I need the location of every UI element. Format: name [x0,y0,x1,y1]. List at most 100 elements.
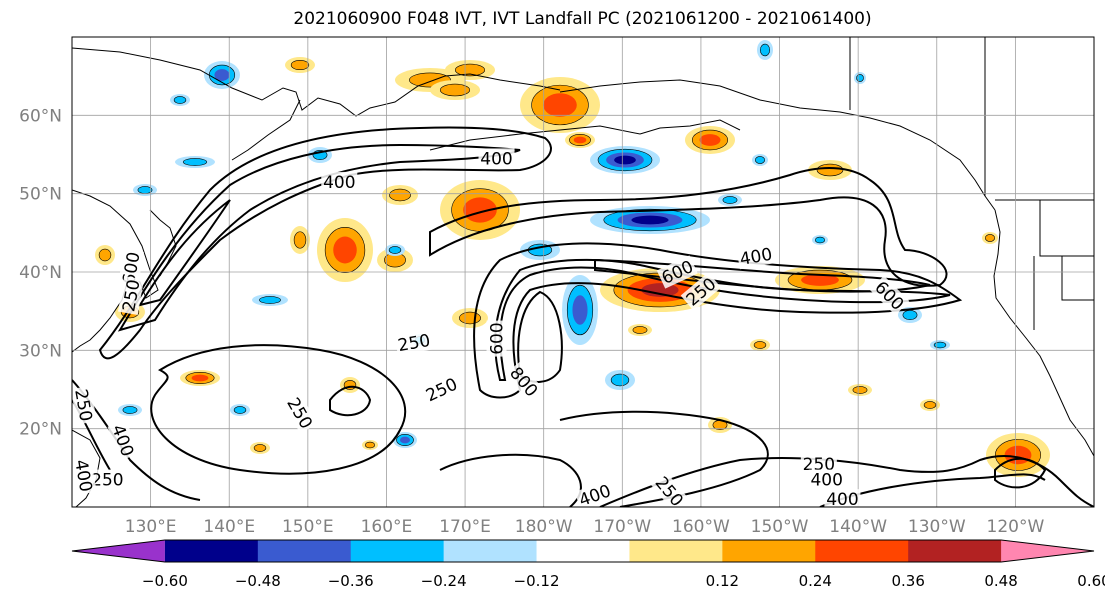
colorbar-segment [722,540,816,562]
y-tick-label: 40°N [19,263,62,283]
shading-region [122,406,138,414]
colorbar-tick-label: 0.36 [891,572,924,590]
y-tick-label: 30°N [19,341,62,361]
colorbar-tick-label: −0.24 [421,572,467,590]
shading-region [816,163,844,177]
shading-region [801,274,839,286]
contour-label: 400 [321,171,358,193]
shading-region [753,341,767,349]
svg-text:400: 400 [323,173,355,193]
shading-region [923,401,937,409]
shading-region [233,406,247,414]
colorbar-tick-label: 0.12 [706,572,739,590]
shading-region [137,186,153,194]
svg-text:250: 250 [91,471,123,491]
colorbar-segment [72,540,165,562]
shading-region [173,96,187,104]
colorbar-segment [629,540,723,562]
colorbar-segment [164,540,259,562]
x-tick-label: 160°E [361,517,413,537]
colorbar-segment [350,540,445,562]
x-tick-label: 150°E [282,517,334,537]
svg-text:400: 400 [810,471,842,491]
svg-text:250: 250 [70,388,95,423]
shading-region [290,59,310,71]
shading-region [856,74,864,82]
colorbar-tick-label: 0.24 [799,572,832,590]
contour-label: 250 [650,471,689,507]
contour-label: 400 [808,469,845,491]
shading-region [573,136,587,144]
contour-label: 400 [70,456,97,496]
shading-region [399,436,411,444]
shading-region [214,69,230,81]
shading-region [722,196,738,204]
colorbar-tick-label: −0.36 [328,572,374,590]
shading-region [191,374,209,382]
contour-label: 250 [420,372,463,406]
shading-region [984,234,996,242]
svg-text:600: 600 [488,322,508,354]
colorbar-tick-label: −0.60 [142,572,188,590]
shading-region [754,156,766,164]
map-frame [71,36,1095,508]
contour-label: 400 [478,148,515,169]
shading-region [293,231,307,249]
shading-region [572,295,588,325]
shading-region [364,441,376,449]
shading-region [632,326,648,334]
svg-text:400: 400 [826,490,858,510]
y-tick-label: 50°N [19,185,62,205]
shading-region [543,93,577,117]
y-tick-label: 20°N [19,420,62,440]
x-tick-label: 130°E [125,517,177,537]
x-tick-label: 170°W [593,517,651,537]
contour-label: 250 [89,469,126,491]
x-tick-label: 140°E [203,517,255,537]
y-axis-tick-labels: 20°N 30°N 40°N 50°N 60°N [19,106,62,439]
shading-region [454,63,486,77]
y-tick-label: 60°N [19,106,62,126]
ivt-contours [72,126,1094,507]
coastlines [72,37,1094,507]
shading-region [759,43,771,57]
shading-region [814,236,826,244]
shading-region [614,155,636,165]
colorbar-tick-label: 0.48 [984,572,1017,590]
shading-region [610,373,630,387]
x-tick-label: 180°W [515,517,573,537]
x-tick-label: 160°W [672,517,730,537]
shading-region [333,236,357,264]
x-tick-label: 130°W [908,517,966,537]
shading-region [253,444,267,452]
colorbar-segment [536,540,630,562]
x-tick-label: 150°W [751,517,809,537]
colorbar-segment [1001,540,1094,562]
chart-title: 2021060900 F048 IVT, IVT Landfall PC (20… [293,9,872,29]
svg-text:400: 400 [480,149,512,169]
x-tick-label: 170°E [439,517,491,537]
shading-region [182,158,208,166]
colorbar-segment [257,540,352,562]
colorbar-tick-label: −0.12 [514,572,560,590]
shading-region [631,215,669,225]
svg-text:400: 400 [70,458,95,493]
contour-label: 400 [824,489,861,510]
colorbar-segment [443,540,538,562]
colorbar-segment [908,540,1002,562]
colorbar-tick-label: −0.48 [235,572,281,590]
shading-region [463,197,497,223]
shading-region [259,296,281,304]
shading-region [933,341,947,349]
shading-region [902,309,918,321]
shading-region [389,188,411,202]
shading-region [98,248,112,262]
shading-region [699,134,721,146]
colorbar-outline [71,539,1095,563]
shading-region [388,246,402,254]
x-axis-tick-labels: 130°E 140°E 150°E 160°E 170°E 180°W 170°W 160°W… [125,517,1045,537]
shading-region [459,311,481,325]
x-tick-label: 140°W [829,517,887,537]
contour-label: 600 [486,320,508,357]
